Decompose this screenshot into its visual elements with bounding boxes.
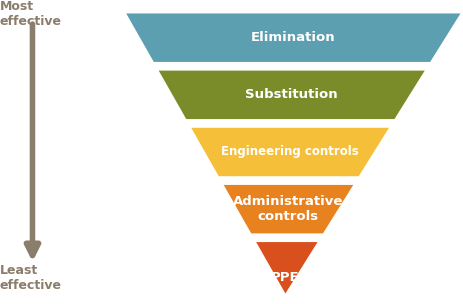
Text: PPE: PPE: [270, 271, 299, 284]
Polygon shape: [125, 13, 461, 63]
Text: Most
effective: Most effective: [0, 0, 62, 28]
Text: Least
effective: Least effective: [0, 264, 62, 292]
Polygon shape: [157, 70, 425, 120]
Text: Substitution: Substitution: [244, 88, 337, 101]
Polygon shape: [254, 241, 318, 295]
Text: Administrative
controls: Administrative controls: [232, 195, 342, 223]
Text: Engineering controls: Engineering controls: [220, 146, 357, 158]
Text: Elimination: Elimination: [250, 31, 334, 44]
Polygon shape: [222, 184, 354, 234]
Polygon shape: [189, 127, 389, 177]
